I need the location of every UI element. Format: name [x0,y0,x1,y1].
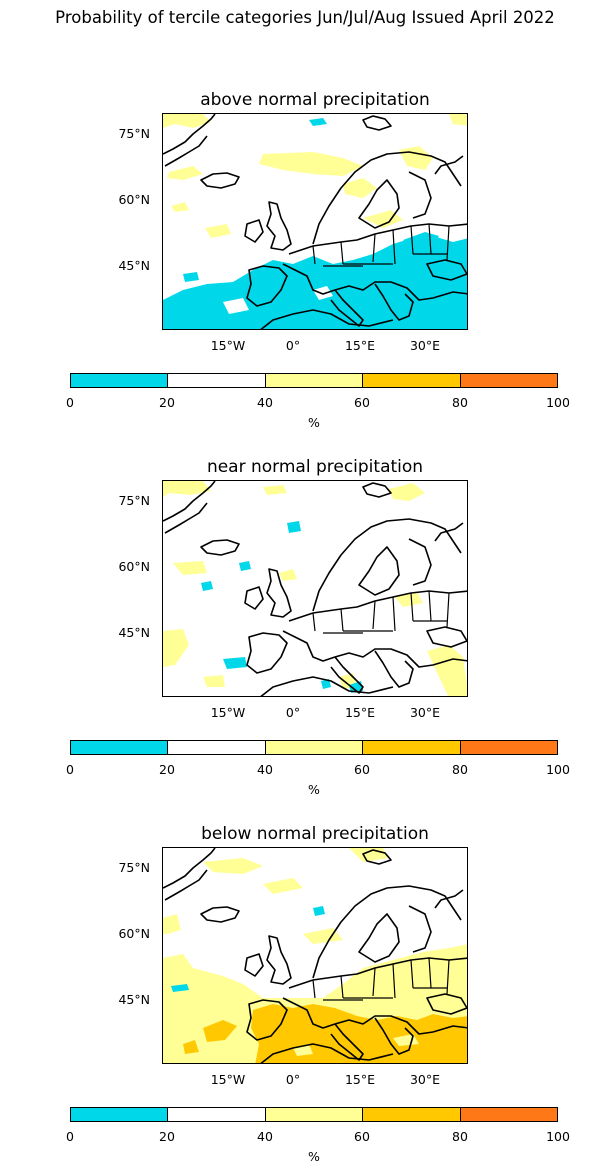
colorbar-seg [71,374,168,387]
lon-label-30e: 30°E [409,338,441,353]
colorbar-seg [71,741,168,754]
colorbar-tick: 40 [257,395,273,410]
colorbar-seg [264,741,363,754]
lon-label-0: 0° [285,705,301,720]
lat-label-75: 75°N [118,860,150,875]
colorbar-tick: 40 [257,762,273,777]
colorbar-near [70,740,558,755]
panel-title-near: near normal precipitation [206,457,424,477]
colorbar-tick: 40 [257,1129,273,1144]
colorbar-unit: % [308,1149,320,1164]
colorbar-tick: 0 [66,1129,74,1144]
colorbar-tick: 20 [159,1129,175,1144]
lon-label-0: 0° [285,338,301,353]
lon-label-15w: 15°W [210,1072,246,1087]
colorbar-tick: 0 [66,762,74,777]
lon-label-15e: 15°E [344,705,376,720]
lon-label-30e: 30°E [409,705,441,720]
lon-label-15e: 15°E [344,1072,376,1087]
colorbar-seg [362,741,460,754]
colorbar-seg [459,374,558,387]
colorbar-tick: 20 [159,395,175,410]
colorbar-seg [167,374,265,387]
lat-label-60: 60°N [118,192,150,207]
colorbar-seg [459,1108,558,1121]
figure-title: Probability of tercile categories Jun/Ju… [55,8,555,27]
colorbar-seg [264,374,363,387]
colorbar-seg [167,741,265,754]
colorbar-tick: 20 [159,762,175,777]
colorbar-tick: 0 [66,395,74,410]
lon-label-30e: 30°E [409,1072,441,1087]
lat-label-45: 45°N [118,258,150,273]
colorbar-tick: 100 [546,1129,570,1144]
colorbar-seg [71,1108,168,1121]
panel-title-below: below normal precipitation [201,824,429,844]
colorbar-seg [362,374,460,387]
colorbar-above [70,373,558,388]
colorbar-seg [459,741,558,754]
lon-label-15e: 15°E [344,338,376,353]
colorbar-seg [362,1108,460,1121]
colorbar-tick: 100 [546,395,570,410]
lon-label-15w: 15°W [210,705,246,720]
lat-label-60: 60°N [118,926,150,941]
colorbar-seg [167,1108,265,1121]
colorbar-seg [264,1108,363,1121]
colorbar-tick: 80 [452,762,468,777]
colorbar-tick: 60 [354,762,370,777]
colorbar-tick: 80 [452,1129,468,1144]
lon-label-0: 0° [285,1072,301,1087]
map-below-normal [162,847,468,1064]
colorbar-tick: 100 [546,762,570,777]
map-near-normal [162,480,468,697]
colorbar-below [70,1107,558,1122]
colorbar-tick: 80 [452,395,468,410]
lon-label-15w: 15°W [210,338,246,353]
lat-label-75: 75°N [118,126,150,141]
map-above-normal [162,113,468,330]
colorbar-tick: 60 [354,395,370,410]
lat-label-45: 45°N [118,992,150,1007]
colorbar-unit: % [308,782,320,797]
panel-title-above: above normal precipitation [200,90,430,110]
colorbar-tick: 60 [354,1129,370,1144]
lat-label-75: 75°N [118,493,150,508]
lat-label-60: 60°N [118,559,150,574]
colorbar-unit: % [308,415,320,430]
lat-label-45: 45°N [118,625,150,640]
